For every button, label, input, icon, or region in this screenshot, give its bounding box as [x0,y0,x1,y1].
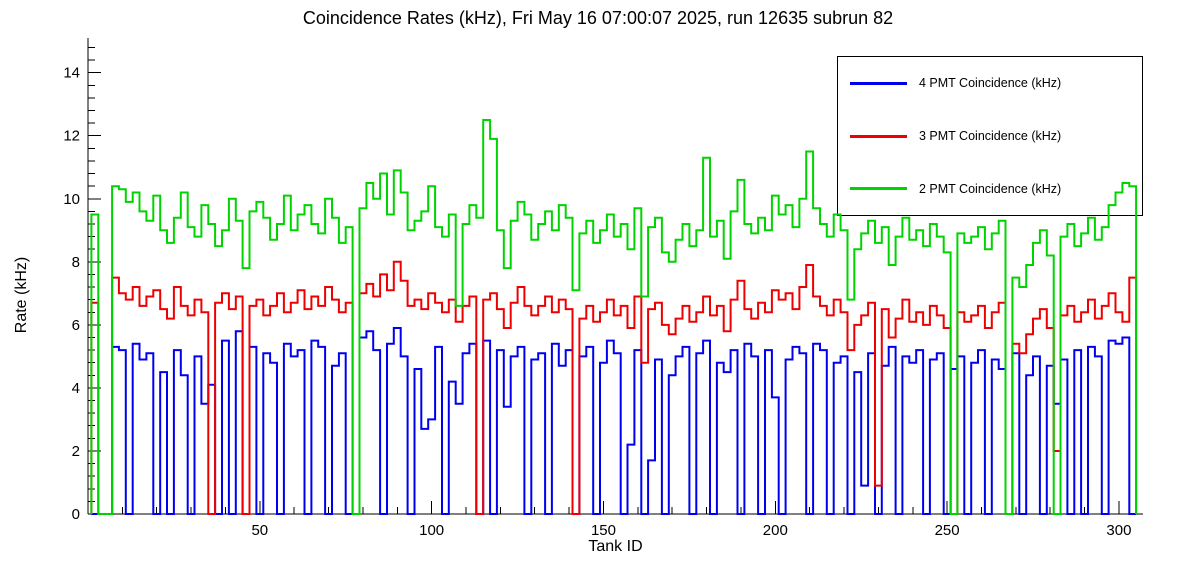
tick-label: 0 [72,506,80,523]
tick-label: 200 [763,522,788,539]
series-line-0 [91,327,1137,515]
tick-label: 14 [63,65,80,82]
red-line-sample [850,134,907,138]
legend-label-3pmt: 3 PMT Coincidence (kHz) [919,129,1062,143]
tick-label: 300 [1106,522,1131,539]
series-line-2 [90,119,1138,515]
legend-label-4pmt: 4 PMT Coincidence (kHz) [919,76,1062,91]
tick-label: 10 [63,191,80,208]
tick-label: 4 [72,380,80,397]
tick-label: 250 [935,522,960,539]
blue-line-sample [850,81,907,85]
green-line-sample [850,187,907,191]
tick-label: 150 [591,522,616,539]
legend-item-4pmt: 4 PMT Coincidence (kHz) [838,57,1142,110]
legend-item-2pmt: 2 PMT Coincidence (kHz) [838,162,1142,215]
tick-label: 8 [72,254,80,271]
chart-title: Coincidence Rates (kHz), Fri May 16 07:0… [302,8,894,28]
legend-item-3pmt: 3 PMT Coincidence (kHz) [838,110,1142,163]
tick-label: 6 [72,317,80,334]
tick-label: 12 [63,128,80,145]
series-line-1 [90,260,1138,515]
y-axis-title: Rate (kHz) [13,256,30,334]
legend-label-2pmt: 2 PMT Coincidence (kHz) [919,181,1062,196]
tick-label: 50 [251,522,268,539]
x-axis-title: Tank ID [588,538,643,555]
legend: 4 PMT Coincidence (kHz) 3 PMT Coincidenc… [837,56,1143,216]
tick-label: 2 [72,443,80,460]
tick-label: 100 [419,522,444,539]
